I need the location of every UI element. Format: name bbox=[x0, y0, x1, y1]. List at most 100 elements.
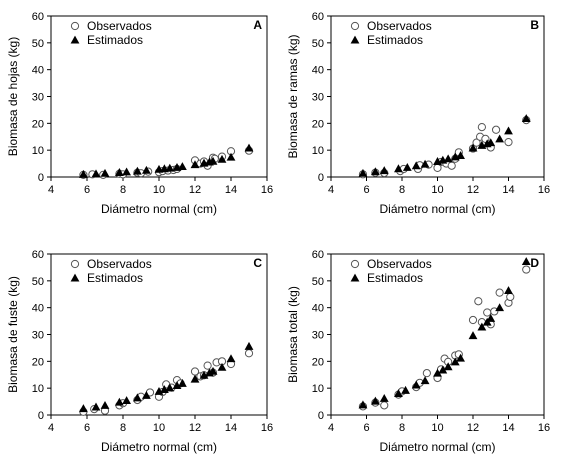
data-point bbox=[133, 393, 142, 402]
data-point bbox=[422, 369, 431, 378]
legend-marker bbox=[70, 259, 80, 269]
data-point bbox=[495, 134, 505, 143]
panel-letter: A bbox=[253, 18, 262, 32]
y-tick-label: 10 bbox=[312, 145, 324, 157]
x-tick-label: 10 bbox=[153, 422, 165, 434]
data-point bbox=[379, 166, 389, 175]
panel-a: 4 6 8 10 12 14 16 0 10 20 30 40 50 60 Diámetro normal … bbox=[6, 11, 273, 216]
data-point bbox=[420, 159, 430, 168]
panel-d: 4 6 8 10 12 14 16 0 10 20 30 40 50 60 Diámetro normal … bbox=[286, 249, 550, 454]
legend-entry: Estimados bbox=[70, 271, 143, 285]
data-point bbox=[172, 381, 182, 390]
legend-marker bbox=[70, 35, 80, 44]
data-point bbox=[122, 396, 131, 405]
legend-marker bbox=[350, 273, 360, 282]
panel-letter: B bbox=[530, 18, 539, 32]
x-tick-label: 4 bbox=[328, 422, 334, 434]
data-point bbox=[379, 393, 389, 402]
data-point bbox=[450, 357, 460, 366]
data-point bbox=[358, 400, 368, 409]
data-point bbox=[133, 166, 142, 175]
data-point bbox=[79, 404, 88, 413]
legend-entry: Estimados bbox=[350, 33, 423, 47]
data-point bbox=[495, 288, 504, 297]
x-axis-label: Diámetro normal (cm) bbox=[379, 440, 495, 454]
x-tick-label: 14 bbox=[502, 422, 514, 434]
y-tick-label: 40 bbox=[312, 303, 324, 315]
legend-entry: Estimados bbox=[350, 271, 423, 285]
y-tick-label: 0 bbox=[318, 410, 324, 422]
data-point bbox=[122, 167, 131, 176]
data-point bbox=[483, 308, 492, 317]
data-point bbox=[244, 349, 254, 358]
y-tick-label: 30 bbox=[32, 92, 44, 104]
legend-entry: Observados bbox=[70, 257, 152, 271]
x-tick-label: 16 bbox=[538, 422, 550, 434]
panel-b: 4 6 8 10 12 14 16 0 10 20 30 40 50 60 Diámetro normal … bbox=[286, 11, 550, 216]
data-point bbox=[380, 401, 389, 410]
data-point bbox=[190, 160, 200, 169]
data-point bbox=[447, 161, 456, 170]
x-tick-label: 8 bbox=[120, 422, 126, 434]
data-point bbox=[491, 125, 501, 134]
y-tick-label: 50 bbox=[312, 276, 324, 288]
x-tick-label: 4 bbox=[48, 184, 54, 196]
data-point bbox=[411, 380, 421, 389]
data-point bbox=[178, 378, 187, 387]
data-point bbox=[472, 138, 481, 147]
x-axis-label: Diámetro normal (cm) bbox=[101, 202, 217, 216]
data-point bbox=[165, 383, 175, 392]
legend-label: Observados bbox=[367, 257, 432, 271]
data-point bbox=[100, 168, 110, 177]
legend-marker bbox=[350, 259, 360, 269]
series-estimados bbox=[358, 114, 531, 177]
x-axis-label: Diámetro normal (cm) bbox=[379, 202, 495, 216]
legend-marker bbox=[70, 21, 80, 31]
y-tick-label: 10 bbox=[312, 383, 324, 395]
data-point bbox=[208, 366, 218, 375]
data-point bbox=[217, 154, 227, 163]
data-point bbox=[438, 365, 448, 374]
y-axis-label: Biomasa de ramas (kg) bbox=[286, 34, 300, 158]
x-tick-label: 12 bbox=[467, 184, 479, 196]
series-estimados bbox=[79, 143, 254, 178]
y-tick-label: 0 bbox=[318, 172, 324, 184]
legend-label: Observados bbox=[87, 257, 152, 271]
x-tick-label: 8 bbox=[120, 184, 126, 196]
y-tick-label: 0 bbox=[38, 410, 44, 422]
y-tick-label: 60 bbox=[32, 11, 44, 23]
y-tick-label: 10 bbox=[32, 145, 44, 157]
x-tick-label: 14 bbox=[225, 422, 237, 434]
y-axis-label: Biomasa de hojas (kg) bbox=[6, 37, 20, 156]
data-point bbox=[165, 163, 175, 172]
x-tick-label: 10 bbox=[153, 184, 165, 196]
y-tick-label: 20 bbox=[32, 118, 44, 130]
data-point bbox=[443, 362, 453, 371]
data-point bbox=[91, 402, 101, 411]
data-point bbox=[199, 370, 209, 379]
data-point bbox=[468, 331, 478, 340]
data-point bbox=[226, 152, 236, 161]
data-point bbox=[411, 161, 421, 170]
x-tick-label: 16 bbox=[261, 422, 273, 434]
x-tick-label: 12 bbox=[467, 422, 479, 434]
y-axis-label: Biomasa total (kg) bbox=[286, 286, 300, 383]
y-tick-label: 30 bbox=[312, 92, 324, 104]
x-tick-label: 10 bbox=[431, 422, 443, 434]
legend-entry: Observados bbox=[70, 19, 152, 33]
data-point bbox=[456, 151, 465, 160]
x-axis-label: Diámetro normal (cm) bbox=[101, 440, 217, 454]
data-point bbox=[468, 143, 478, 152]
data-point bbox=[91, 169, 101, 178]
data-point bbox=[370, 167, 380, 176]
legend-label: Estimados bbox=[367, 271, 423, 285]
data-point bbox=[244, 341, 254, 350]
legend-label: Estimados bbox=[367, 33, 423, 47]
data-point bbox=[504, 286, 513, 295]
x-tick-label: 14 bbox=[225, 184, 237, 196]
data-point bbox=[100, 400, 110, 409]
plot-frame bbox=[330, 15, 545, 178]
legend-label: Estimados bbox=[87, 271, 143, 285]
legend-marker bbox=[70, 273, 80, 282]
data-point bbox=[468, 315, 478, 325]
